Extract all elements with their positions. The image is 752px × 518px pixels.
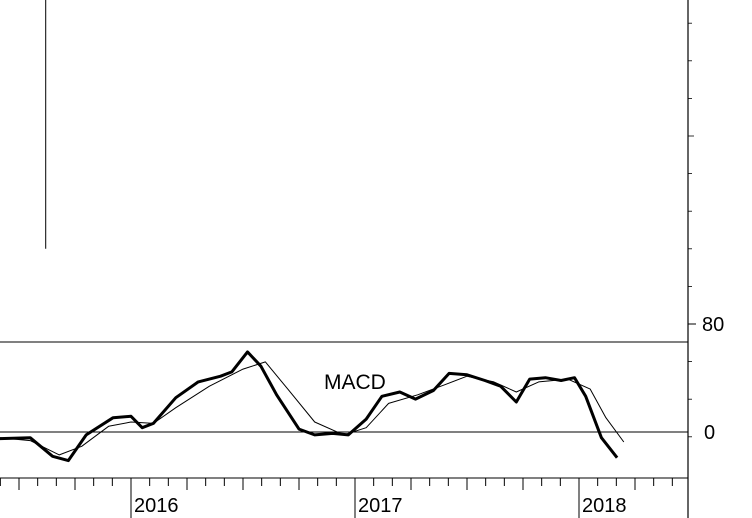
price-bar xyxy=(45,0,47,249)
macd-signal-line xyxy=(0,361,625,456)
price-panel xyxy=(45,0,47,249)
x-tick-label-2018: 2018 xyxy=(582,495,627,517)
macd-panel xyxy=(0,350,688,463)
macd-line xyxy=(0,350,619,463)
price-bars xyxy=(45,0,47,249)
axes: 80901001101201301401500201620172018 xyxy=(0,0,724,518)
x-tick-label-2017: 2017 xyxy=(358,495,403,517)
macd-label: MACD xyxy=(324,371,386,394)
macd-tick-label-0: 0 xyxy=(704,422,715,444)
x-tick-label-2016: 2016 xyxy=(134,495,179,517)
y-tick-label-80: 80 xyxy=(702,314,724,336)
